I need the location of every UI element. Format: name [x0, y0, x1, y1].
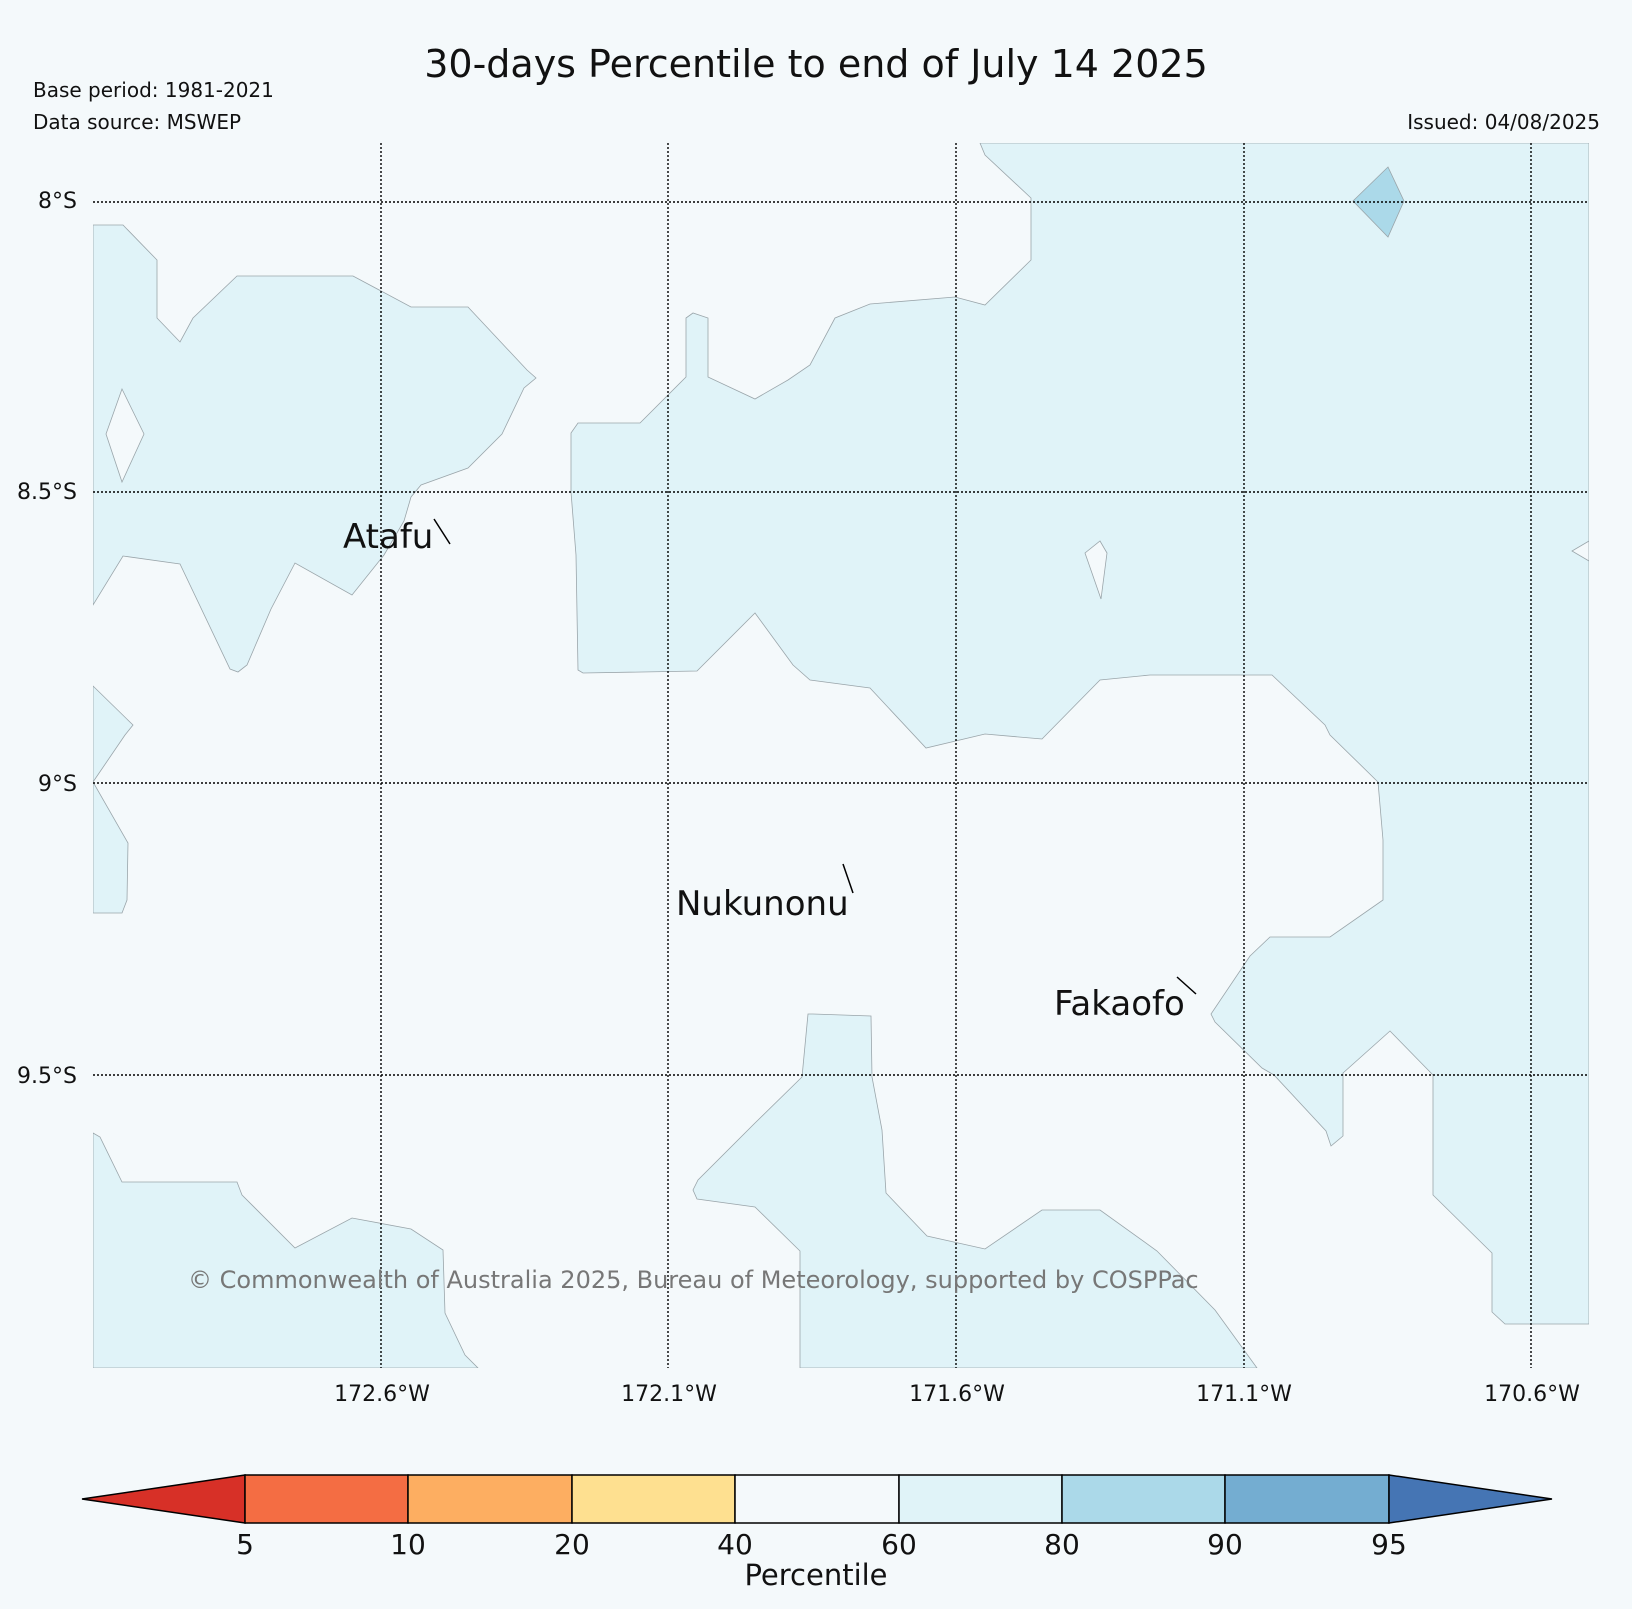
contour-notch-east	[1571, 540, 1589, 562]
colorbar-tick-label: 90	[1207, 1528, 1243, 1561]
colorbar-segment-60-80	[898, 1474, 1063, 1524]
issued-date-text: Issued: 04/08/2025	[1407, 110, 1600, 134]
graticule	[93, 143, 1589, 1368]
place-label-nukunonu: Nukunonu	[676, 884, 849, 924]
colorbar-tick-label: 20	[554, 1528, 590, 1561]
colorbar-segment-90-95	[1224, 1474, 1390, 1524]
colorbar-segment-20-40	[571, 1474, 736, 1524]
colorbar-extend-low	[81, 1474, 246, 1524]
colorbar-tick-label: 40	[717, 1528, 753, 1561]
contour-60-80-south	[692, 1013, 1258, 1368]
lon-label: 170.6°W	[1484, 1382, 1580, 1407]
data-source-text: Data source: MSWEP	[33, 110, 242, 134]
lon-label: 172.1°W	[621, 1382, 717, 1407]
lon-label: 171.6°W	[909, 1382, 1005, 1407]
lat-label: 9.5°S	[17, 1064, 77, 1089]
place-labels: Atafu Nukunonu Fakaofo	[343, 517, 1197, 1024]
lon-labels: 172.6°W 172.1°W 171.6°W 171.1°W 170.6°W	[334, 1382, 1580, 1407]
fakaofo-island-marker	[1176, 976, 1197, 995]
base-period-text: Base period: 1981-2021	[33, 78, 274, 102]
map-area: 8°S 8.5°S 9°S 9.5°S 172.6°W 172.1°W 171.…	[17, 143, 1589, 1407]
copyright-notice: © Commonwealth of Australia 2025, Bureau…	[188, 1266, 1199, 1294]
place-label-fakaofo: Fakaofo	[1054, 984, 1185, 1024]
atafu-island-marker	[433, 518, 451, 545]
contour-60-80-northwest	[93, 224, 537, 673]
colorbar-tick-label: 60	[881, 1528, 917, 1561]
lon-label: 172.6°W	[334, 1382, 430, 1407]
map-title: 30-days Percentile to end of July 14 202…	[424, 42, 1208, 86]
contour-hole-east	[1084, 540, 1108, 600]
colorbar	[81, 1474, 1553, 1524]
colorbar-tick-label: 80	[1044, 1528, 1080, 1561]
contour-60-80-west	[93, 685, 134, 914]
place-label-atafu: Atafu	[343, 517, 433, 557]
lat-label: 9°S	[38, 772, 77, 797]
colorbar-extend-high	[1388, 1474, 1553, 1524]
colorbar-segment-80-90	[1061, 1474, 1226, 1524]
colorbar-segment-5-10	[244, 1474, 409, 1524]
contour-60-80-north	[570, 143, 1589, 1325]
percentile-contours	[93, 143, 1589, 1368]
lat-labels: 8°S 8.5°S 9°S 9.5°S	[17, 189, 77, 1089]
lat-label: 8°S	[38, 189, 77, 214]
colorbar-tick-label: 5	[236, 1528, 254, 1561]
lon-label: 171.1°W	[1196, 1382, 1292, 1407]
colorbar-tick-label: 10	[390, 1528, 426, 1561]
colorbar-segment-10-20	[407, 1474, 573, 1524]
colorbar-title: Percentile	[744, 1558, 887, 1592]
contour-hole-west	[105, 387, 145, 484]
lat-label: 8.5°S	[17, 480, 77, 505]
colorbar-tick-label: 95	[1371, 1528, 1407, 1561]
colorbar-ticks: 5 10 20 40 60 80 90 95	[236, 1528, 1407, 1561]
colorbar-segment-40-60	[734, 1474, 900, 1524]
nukunonu-island-marker	[842, 863, 854, 894]
